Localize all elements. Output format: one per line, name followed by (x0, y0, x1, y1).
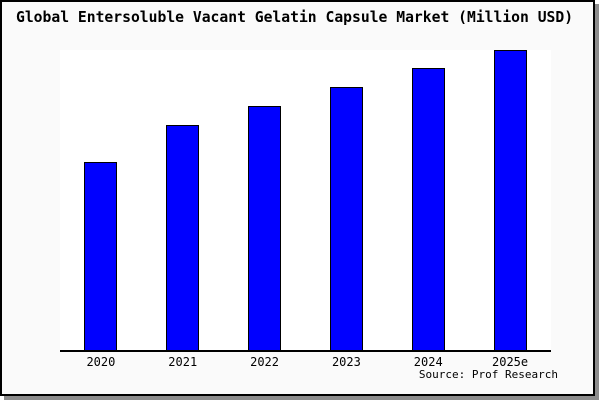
x-tick-label-2025e: 2025e (492, 355, 529, 369)
x-tick-label-2022: 2022 (250, 355, 280, 369)
bar-2023 (329, 86, 363, 350)
chart-title: Global Entersoluble Vacant Gelatin Capsu… (16, 9, 574, 26)
plot-area (60, 50, 551, 352)
x-tick-label-2021: 2021 (168, 355, 198, 369)
source-attribution: Source: Prof Research (418, 368, 558, 381)
bar-2025e (493, 50, 527, 350)
bar-2020 (84, 161, 118, 350)
bar-2021 (166, 125, 200, 350)
x-tick-label-2023: 2023 (331, 355, 361, 369)
bar-2024 (411, 68, 445, 350)
x-axis-labels: 2020 2021 2022 2023 2024 2025e (2, 355, 593, 371)
bar-2022 (248, 106, 282, 350)
x-tick-label-2020: 2020 (86, 355, 116, 369)
x-tick-label-2024: 2024 (413, 355, 443, 369)
